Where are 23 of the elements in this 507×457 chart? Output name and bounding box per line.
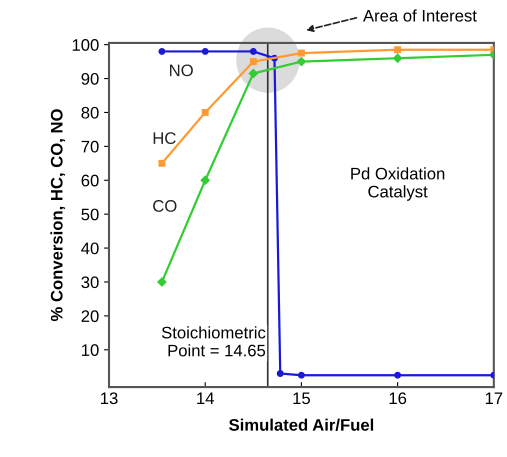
text: Area of Interest xyxy=(363,9,477,22)
y-tick-label: 100 xyxy=(72,39,99,51)
y-tick-label: 90 xyxy=(82,72,99,85)
ref-line-label: Stoichiometric Point = 14.65 xyxy=(162,326,266,356)
x-tick-label: 17 xyxy=(486,392,502,404)
y-tick-label: 60 xyxy=(82,174,99,186)
y-tick-label: 80 xyxy=(81,106,99,119)
x-axis-title: Simulated Air/Fuel xyxy=(229,418,374,431)
series-label: HC xyxy=(154,132,176,144)
x-tick-label: 14 xyxy=(197,392,214,404)
y-tick-label: 10 xyxy=(82,344,99,356)
series-label: NO xyxy=(170,64,193,76)
x-tick-label: 16 xyxy=(390,392,406,404)
y-tick-label: 40 xyxy=(81,242,99,254)
annotation: Pd Oxidation Catalyst xyxy=(351,167,444,201)
y-tick-label: 50 xyxy=(81,208,99,220)
series-label: CO xyxy=(153,200,176,212)
y-axis-title: % Conversion, HC, CO, NO xyxy=(50,109,66,322)
y-tick-label: 70 xyxy=(82,140,99,153)
y-tick-label: 30 xyxy=(81,276,99,288)
x-tick-label: 15 xyxy=(293,392,310,404)
x-tick-label: 13 xyxy=(101,392,118,404)
y-tick-label: 20 xyxy=(82,310,99,322)
